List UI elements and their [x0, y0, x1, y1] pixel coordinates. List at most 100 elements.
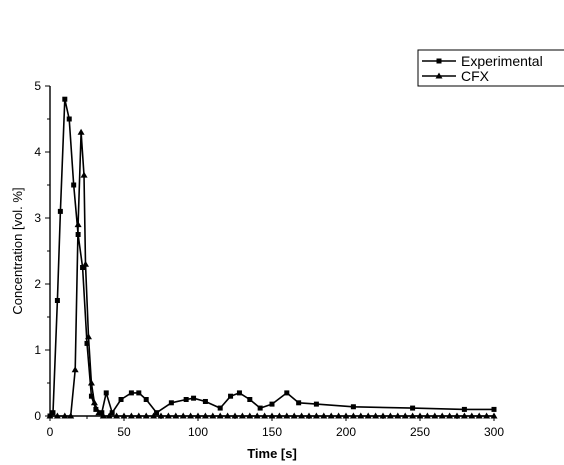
data-point-cfx — [268, 412, 276, 419]
x-tick-label: 50 — [117, 425, 131, 439]
x-ticks: 0 50 100 150 200 250 300 — [47, 416, 504, 439]
data-point-cfx — [379, 412, 387, 419]
data-point-cfx — [364, 412, 372, 419]
data-point-cfx — [320, 412, 328, 419]
data-point-experimental — [103, 390, 109, 396]
data-point-experimental — [228, 393, 234, 399]
data-point-experimental — [217, 405, 223, 411]
data-point-experimental — [80, 265, 86, 270]
data-point-experimental — [109, 410, 115, 416]
data-point-cfx — [416, 412, 424, 419]
data-point-cfx — [475, 412, 483, 419]
y-tick-label: 2 — [34, 277, 41, 291]
data-point-cfx — [246, 412, 254, 419]
data-point-cfx — [67, 412, 75, 419]
data-point-cfx — [409, 412, 417, 419]
data-point-cfx — [231, 412, 239, 419]
data-point-cfx — [386, 412, 394, 419]
data-point-cfx — [150, 412, 158, 419]
y-tick-label: 5 — [34, 79, 41, 93]
data-point-experimental — [143, 397, 149, 402]
data-point-experimental — [154, 410, 160, 416]
data-point-experimental — [66, 116, 72, 122]
data-point-cfx — [261, 412, 269, 419]
data-point-cfx — [179, 412, 187, 419]
data-point-cfx — [80, 171, 88, 178]
data-point-cfx — [142, 412, 150, 419]
data-point-cfx — [84, 333, 92, 340]
plot-area — [49, 86, 494, 417]
x-tick-label: 100 — [188, 425, 208, 439]
data-point-cfx — [431, 412, 439, 419]
data-point-cfx — [224, 412, 232, 419]
data-point-cfx — [483, 412, 491, 419]
data-point-cfx — [460, 412, 468, 419]
data-point-experimental — [269, 401, 275, 407]
data-point-cfx — [113, 412, 121, 419]
y-tick-label: 1 — [34, 343, 41, 357]
data-point-cfx — [372, 412, 380, 419]
data-point-experimental — [136, 390, 142, 396]
data-point-cfx — [157, 412, 165, 419]
data-point-cfx — [201, 412, 209, 419]
data-point-experimental — [168, 400, 174, 406]
data-point-experimental — [118, 397, 124, 402]
y-ticks: 0 1 2 3 4 5 — [34, 79, 50, 423]
data-point-experimental — [183, 397, 189, 402]
x-tick-label: 0 — [47, 425, 54, 439]
legend-box — [417, 49, 564, 87]
data-point-cfx — [194, 412, 202, 419]
data-point-cfx — [95, 409, 103, 416]
data-point-cfx — [82, 260, 90, 267]
data-point-experimental — [202, 398, 208, 404]
data-point-cfx — [490, 412, 498, 419]
data-point-cfx — [164, 412, 172, 419]
data-point-experimental — [350, 404, 356, 410]
data-point-cfx — [290, 412, 298, 419]
data-point-cfx — [216, 412, 224, 419]
data-point-cfx — [172, 412, 180, 419]
data-point-cfx — [105, 412, 113, 419]
data-point-cfx — [468, 412, 476, 419]
data-point-cfx — [187, 412, 195, 419]
data-point-experimental — [296, 400, 302, 406]
data-point-experimental — [461, 406, 467, 412]
data-point-cfx — [401, 412, 409, 419]
data-point-cfx — [446, 412, 454, 419]
data-point-cfx — [283, 412, 291, 419]
data-point-cfx — [71, 366, 79, 373]
data-point-experimental — [50, 410, 56, 416]
x-tick-label: 250 — [410, 425, 430, 439]
data-point-cfx — [77, 128, 85, 135]
series-line-experimental — [49, 98, 494, 417]
data-point-experimental — [88, 393, 94, 399]
series-experimental — [47, 96, 497, 419]
y-tick-label: 4 — [34, 145, 41, 159]
data-point-cfx — [305, 412, 313, 419]
data-point-cfx — [335, 412, 343, 419]
x-tick-label: 150 — [262, 425, 282, 439]
data-point-experimental — [54, 298, 60, 303]
data-point-experimental — [236, 390, 242, 396]
x-tick-label: 300 — [484, 425, 504, 439]
data-point-cfx — [423, 412, 431, 419]
data-point-cfx — [298, 412, 306, 419]
data-point-experimental — [257, 405, 263, 411]
data-point-experimental — [99, 410, 105, 416]
series-cfx — [46, 128, 498, 419]
data-point-cfx — [61, 412, 69, 419]
data-point-cfx — [312, 412, 320, 419]
data-point-cfx — [253, 412, 261, 419]
y-tick-label: 0 — [34, 409, 41, 423]
data-point-cfx — [90, 399, 98, 406]
data-point-experimental — [491, 406, 497, 412]
legend-marker-cfx — [435, 72, 443, 79]
data-point-experimental — [191, 395, 197, 401]
legend-label-experimental: Experimental — [461, 53, 543, 69]
data-point-experimental — [84, 340, 90, 346]
data-point-cfx — [120, 412, 128, 419]
series-layer — [46, 96, 498, 419]
data-point-cfx — [342, 412, 350, 419]
